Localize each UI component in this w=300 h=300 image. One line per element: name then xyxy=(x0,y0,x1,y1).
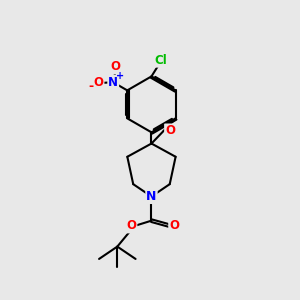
Text: +: + xyxy=(116,71,124,81)
Text: N: N xyxy=(146,190,157,203)
Text: O: O xyxy=(165,124,175,137)
Text: O: O xyxy=(127,220,136,232)
Text: -: - xyxy=(88,80,94,93)
Text: Cl: Cl xyxy=(154,54,167,67)
Text: O: O xyxy=(169,220,179,232)
Text: O: O xyxy=(94,76,103,89)
Text: N: N xyxy=(108,76,118,89)
Text: O: O xyxy=(111,61,121,74)
